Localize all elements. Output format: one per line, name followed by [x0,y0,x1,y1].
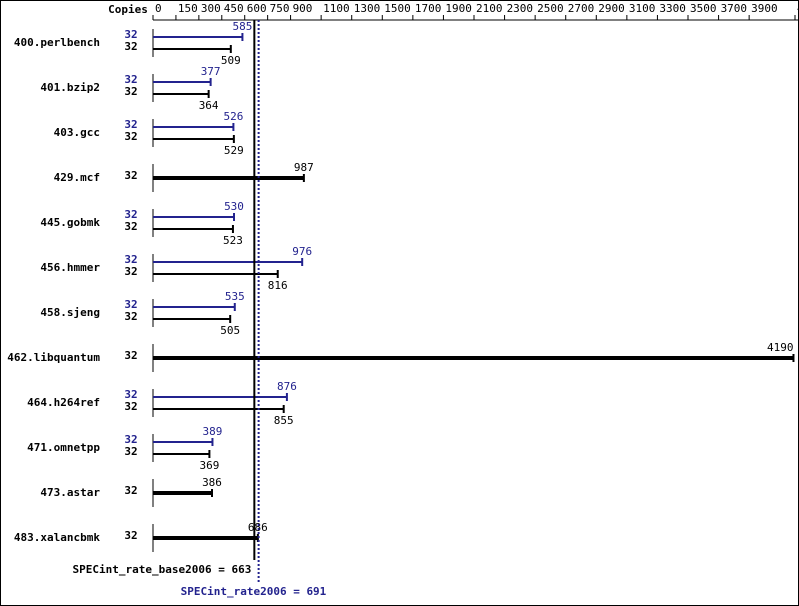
value-label: 523 [223,234,243,247]
copies-label: 32 [124,433,137,446]
x-tick-label: 900 [293,2,313,15]
copies-label: 32 [124,169,137,182]
bar [153,90,210,98]
x-tick-label: 750 [270,2,290,15]
bar [153,489,214,497]
value-label: 4190 [767,341,794,354]
x-tick-label: 3900 [751,2,778,15]
bar [153,405,285,413]
value-label: 876 [277,380,297,393]
bar [153,438,214,446]
x-tick-label: 150 [178,2,198,15]
copies-header: Copies [108,3,148,16]
value-label: 855 [274,414,294,427]
value-label: 585 [232,20,252,33]
benchmark-label: 483.xalancbmk [14,531,100,544]
bar [153,213,236,221]
bar [153,393,288,401]
benchmark-label: 471.omnetpp [27,441,100,454]
value-label: 976 [292,245,312,258]
x-tick-label: 3500 [690,2,717,15]
x-tick-label: 4200 [797,2,799,15]
bar [153,33,244,41]
x-tick-label: 1100 [323,2,350,15]
copies-label: 32 [124,85,137,98]
bar [153,354,795,362]
bar [153,78,212,86]
value-label: 529 [224,144,244,157]
benchmark-label: 403.gcc [54,126,100,139]
x-tick-label: 2300 [507,2,533,15]
value-label: 505 [220,324,240,337]
reference-label: SPECint_rate2006 = 691 [181,585,327,598]
value-label: 509 [221,54,241,67]
bar [153,123,235,131]
copies-label: 32 [124,73,137,86]
value-label: 364 [199,99,219,112]
benchmark-label: 473.astar [40,486,100,499]
value-label: 686 [248,521,268,534]
copies-label: 32 [124,28,137,41]
bar [153,225,234,233]
x-tick-label: 2700 [568,2,595,15]
copies-label: 32 [124,253,137,266]
x-tick-label: 2500 [537,2,564,15]
copies-label: 32 [124,208,137,221]
benchmark-label: 464.h264ref [27,396,100,409]
benchmark-label: 401.bzip2 [40,81,100,94]
reference-label: SPECint_rate_base2006 = 663 [73,563,252,576]
copies-label: 32 [124,445,137,458]
bar [153,303,236,311]
value-label: 987 [294,161,314,174]
bar [153,258,304,266]
bar [153,135,235,143]
value-label: 386 [202,476,222,489]
benchmark-label: 445.gobmk [40,216,100,229]
x-tick-label: 3100 [629,2,656,15]
copies-label: 32 [124,298,137,311]
benchmark-label: 458.sjeng [40,306,100,319]
copies-label: 32 [124,529,137,542]
value-label: 389 [203,425,223,438]
copies-label: 32 [124,400,137,413]
x-tick-label: 0 [155,2,162,15]
value-label: 526 [223,110,243,123]
copies-label: 32 [124,130,137,143]
bar [153,450,211,458]
copies-label: 32 [124,40,137,53]
x-tick-label: 300 [201,2,221,15]
copies-label: 32 [124,118,137,131]
copies-label: 32 [124,484,137,497]
x-tick-label: 1900 [445,2,472,15]
bar [153,45,232,53]
bar [153,270,279,278]
value-label: 369 [199,459,219,472]
x-tick-label: 2900 [598,2,625,15]
value-label: 530 [224,200,244,213]
x-tick-label: 3300 [659,2,686,15]
benchmark-label: 400.perlbench [14,36,100,49]
copies-label: 32 [124,349,137,362]
benchmark-label: 456.hmmer [40,261,100,274]
copies-label: 32 [124,265,137,278]
x-tick-label: 600 [247,2,267,15]
x-tick-label: 3700 [721,2,748,15]
x-tick-label: 450 [224,2,244,15]
value-label: 816 [268,279,288,292]
x-tick-label: 1500 [384,2,411,15]
benchmark-label: 462.libquantum [7,351,100,364]
value-label: 377 [201,65,221,78]
x-tick-label: 2100 [476,2,503,15]
benchmark-label: 429.mcf [54,171,100,184]
x-tick-label: 1300 [354,2,381,15]
copies-label: 32 [124,220,137,233]
bar [153,174,305,182]
copies-label: 32 [124,388,137,401]
value-label: 535 [225,290,245,303]
copies-label: 32 [124,310,137,323]
x-tick-label: 1700 [415,2,442,15]
bar [153,315,232,323]
